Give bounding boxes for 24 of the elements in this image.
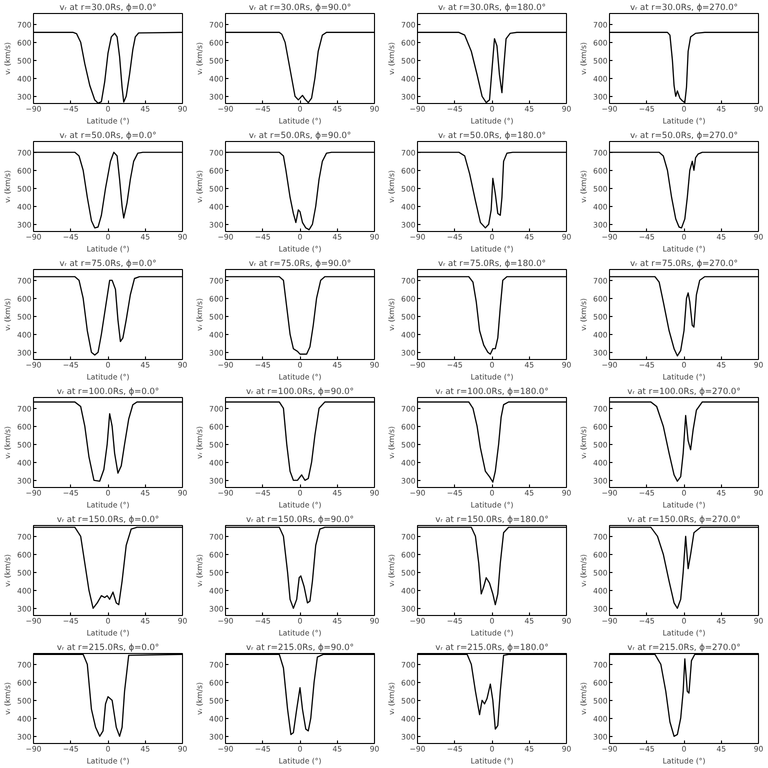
chart-title: vᵣ at r=30.0Rs, ϕ=180.0° xyxy=(438,3,546,13)
chart-title: vᵣ at r=100.0Rs, ϕ=180.0° xyxy=(435,387,549,397)
chart-title: vᵣ at r=100.0Rs, ϕ=90.0° xyxy=(246,387,354,397)
chart-title: vᵣ at r=100.0Rs, ϕ=0.0° xyxy=(56,387,160,397)
chart-title: vᵣ at r=150.0Rs, ϕ=0.0° xyxy=(56,515,160,525)
chart-title: vᵣ at r=75.0Rs, ϕ=270.0° xyxy=(630,259,738,269)
chart-title: vᵣ at r=75.0Rs, ϕ=0.0° xyxy=(60,259,156,269)
chart-title: vᵣ at r=215.0Rs, ϕ=90.0° xyxy=(246,643,354,653)
chart-title: vᵣ at r=150.0Rs, ϕ=90.0° xyxy=(246,515,354,525)
chart-title: vᵣ at r=50.0Rs, ϕ=0.0° xyxy=(60,131,156,141)
chart-title: vᵣ at r=50.0Rs, ϕ=180.0° xyxy=(438,131,546,141)
chart-title: vᵣ at r=30.0Rs, ϕ=0.0° xyxy=(60,3,156,13)
chart-title: vᵣ at r=100.0Rs, ϕ=270.0° xyxy=(627,387,741,397)
chart-title: vᵣ at r=75.0Rs, ϕ=90.0° xyxy=(248,259,352,269)
chart-title: vᵣ at r=30.0Rs, ϕ=270.0° xyxy=(630,3,738,13)
chart-title: vᵣ at r=150.0Rs, ϕ=270.0° xyxy=(627,515,741,525)
chart-title: vᵣ at r=150.0Rs, ϕ=180.0° xyxy=(435,515,549,525)
chart-title: vᵣ at r=30.0Rs, ϕ=90.0° xyxy=(248,3,352,13)
chart-title: vᵣ at r=215.0Rs, ϕ=180.0° xyxy=(435,643,549,653)
chart-title: vᵣ at r=50.0Rs, ϕ=270.0° xyxy=(630,131,738,141)
chart-title: vᵣ at r=215.0Rs, ϕ=0.0° xyxy=(56,643,160,653)
chart-title: vᵣ at r=50.0Rs, ϕ=90.0° xyxy=(248,131,352,141)
chart-title: vᵣ at r=75.0Rs, ϕ=180.0° xyxy=(438,259,546,269)
chart-title: vᵣ at r=215.0Rs, ϕ=270.0° xyxy=(627,643,741,653)
